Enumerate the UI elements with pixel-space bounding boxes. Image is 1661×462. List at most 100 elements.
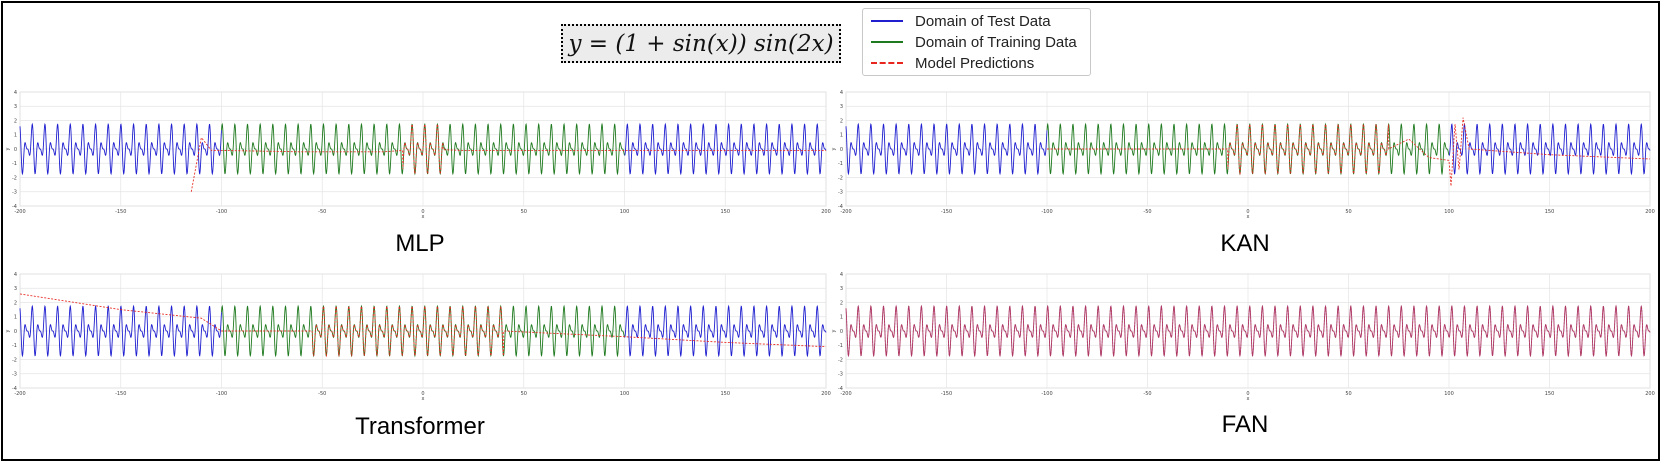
y-tick-label: -1 bbox=[838, 161, 843, 167]
x-tick-label: 50 bbox=[521, 391, 527, 397]
x-tick-label: 0 bbox=[1246, 209, 1249, 215]
x-axis-label: x bbox=[1247, 214, 1250, 220]
test-data-left-line bbox=[19, 304, 222, 358]
x-tick-label: -50 bbox=[318, 209, 326, 215]
panel-fan: 4 3 2 1 0 -1 -2 -3 -4-200 -150 -100 -50 0 50 100 150 200… bbox=[831, 272, 1655, 438]
x-tick-label: -100 bbox=[216, 391, 227, 397]
y-tick-label: 3 bbox=[840, 104, 843, 110]
panel-title: MLP bbox=[395, 230, 444, 257]
x-tick-label: 100 bbox=[620, 209, 630, 215]
y-tick-label: 0 bbox=[14, 329, 17, 335]
x-tick-label: 150 bbox=[1545, 391, 1555, 397]
y-tick-label: 4 bbox=[840, 90, 843, 96]
x-tick-label: 0 bbox=[421, 209, 424, 215]
x-tick-label: -100 bbox=[1041, 391, 1052, 397]
y-tick-label: 3 bbox=[14, 104, 17, 110]
x-tick-label: 150 bbox=[720, 209, 730, 215]
panel-title: FAN bbox=[1222, 411, 1269, 438]
x-tick-label: -200 bbox=[840, 209, 851, 215]
model-prediction-line bbox=[845, 304, 1651, 358]
training-data-line bbox=[221, 304, 625, 358]
y-axis-label: y bbox=[831, 329, 837, 332]
model-prediction-line bbox=[1047, 117, 1651, 187]
y-tick-label: 2 bbox=[14, 118, 17, 124]
x-tick-label: -200 bbox=[14, 209, 25, 215]
y-tick-label: 0 bbox=[14, 147, 17, 153]
x-tick-label: 100 bbox=[1444, 391, 1454, 397]
x-axis-label: x bbox=[1247, 396, 1250, 402]
y-tick-label: 1 bbox=[840, 315, 843, 321]
x-tick-label: 100 bbox=[620, 391, 630, 397]
x-tick-label: -200 bbox=[14, 391, 25, 397]
x-axis-label: x bbox=[422, 214, 425, 220]
y-tick-label: -1 bbox=[12, 343, 17, 349]
y-tick-label: -4 bbox=[838, 204, 843, 210]
legend-label-test: Domain of Test Data bbox=[915, 12, 1051, 30]
y-tick-label: -3 bbox=[12, 190, 17, 196]
x-tick-label: -150 bbox=[115, 209, 126, 215]
x-tick-label: 50 bbox=[1345, 391, 1351, 397]
legend-swatch-test bbox=[871, 20, 903, 22]
y-tick-label: 4 bbox=[840, 272, 843, 278]
x-tick-label: 200 bbox=[821, 391, 831, 397]
x-tick-label: 0 bbox=[1246, 391, 1249, 397]
x-tick-label: 200 bbox=[1645, 209, 1655, 215]
y-tick-label: -2 bbox=[12, 357, 17, 363]
model-prediction-line bbox=[190, 122, 826, 192]
x-tick-label: -150 bbox=[115, 391, 126, 397]
y-tick-label: -3 bbox=[838, 190, 843, 196]
y-tick-label: 2 bbox=[840, 300, 843, 306]
test-data-left-line bbox=[19, 122, 222, 176]
y-tick-label: -2 bbox=[838, 357, 843, 363]
x-tick-label: -200 bbox=[840, 391, 851, 397]
legend-item-test: Domain of Test Data bbox=[871, 11, 1051, 31]
y-tick-label: 0 bbox=[840, 329, 843, 335]
panel-kan: 4 3 2 1 0 -1 -2 -3 -4-200 -150 -100 -50 0 50 100 150 200… bbox=[831, 90, 1655, 257]
formula-box: y = (1 + sin(x)) sin(2x) bbox=[561, 24, 841, 63]
y-tick-label: -3 bbox=[12, 372, 17, 378]
y-tick-label: 1 bbox=[14, 133, 17, 139]
x-tick-label: 200 bbox=[1645, 391, 1655, 397]
x-tick-label: 150 bbox=[720, 391, 730, 397]
training-data-line bbox=[221, 122, 625, 176]
x-tick-label: -150 bbox=[941, 391, 952, 397]
y-tick-label: -2 bbox=[838, 175, 843, 181]
y-tick-label: -4 bbox=[838, 386, 843, 392]
test-data-left-line bbox=[845, 122, 1048, 176]
x-tick-label: -100 bbox=[1041, 209, 1052, 215]
legend-item-training: Domain of Training Data bbox=[871, 32, 1077, 52]
x-tick-label: 150 bbox=[1545, 209, 1555, 215]
y-tick-label: 2 bbox=[840, 118, 843, 124]
y-tick-label: 2 bbox=[14, 300, 17, 306]
legend-swatch-predictions bbox=[871, 62, 903, 64]
y-tick-label: 1 bbox=[840, 133, 843, 139]
y-tick-label: 4 bbox=[14, 90, 17, 96]
y-tick-label: -2 bbox=[12, 175, 17, 181]
x-tick-label: -50 bbox=[318, 391, 326, 397]
y-tick-label: -1 bbox=[838, 343, 843, 349]
x-tick-label: -50 bbox=[1143, 391, 1151, 397]
x-tick-label: 100 bbox=[1444, 209, 1454, 215]
legend-swatch-training bbox=[871, 41, 903, 43]
test-data-right-line bbox=[624, 122, 827, 176]
x-tick-label: 50 bbox=[1345, 209, 1351, 215]
y-axis-label: y bbox=[831, 147, 837, 150]
y-tick-label: -1 bbox=[12, 161, 17, 167]
test-data-right-line bbox=[1448, 122, 1651, 176]
y-tick-label: -4 bbox=[12, 204, 17, 210]
y-tick-label: 0 bbox=[840, 147, 843, 153]
y-tick-label: -3 bbox=[838, 372, 843, 378]
x-tick-label: 0 bbox=[421, 391, 424, 397]
x-tick-label: 200 bbox=[821, 209, 831, 215]
test-data-right-line bbox=[624, 304, 827, 358]
panel-transformer: 4 3 2 1 0 -1 -2 -3 -4-200 -150 -100 -50 0 50 100 150 200… bbox=[5, 272, 831, 440]
x-tick-label: 50 bbox=[521, 209, 527, 215]
x-axis-label: x bbox=[422, 396, 425, 402]
y-tick-label: 1 bbox=[14, 315, 17, 321]
panel-title: Transformer bbox=[355, 413, 485, 440]
legend-label-training: Domain of Training Data bbox=[915, 33, 1077, 51]
x-tick-label: -100 bbox=[216, 209, 227, 215]
y-tick-label: -4 bbox=[12, 386, 17, 392]
y-tick-label: 3 bbox=[14, 286, 17, 292]
